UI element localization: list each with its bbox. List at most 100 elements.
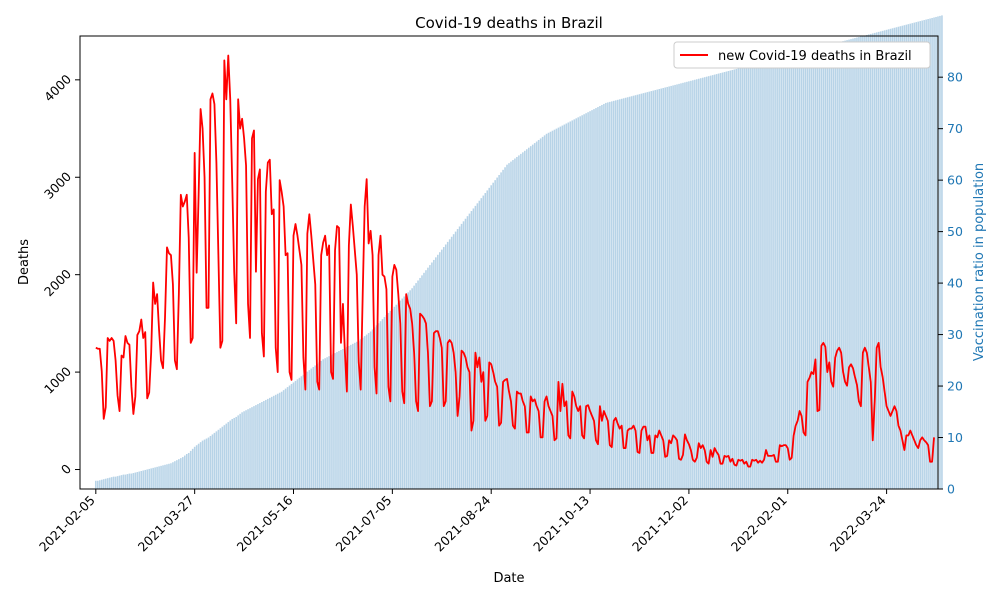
vaccination-bar <box>755 63 757 490</box>
vaccination-bar <box>844 40 846 489</box>
vaccination-bar <box>648 91 651 489</box>
vaccination-bar <box>102 479 105 489</box>
vaccination-bar <box>363 336 366 489</box>
vaccination-bar <box>140 470 143 489</box>
vaccination-bar <box>454 231 457 490</box>
vaccination-bar <box>290 383 293 489</box>
vaccination-bar <box>834 43 836 490</box>
vaccination-bar <box>512 160 514 489</box>
vaccination-bar <box>899 26 902 489</box>
vaccination-bar <box>881 30 884 489</box>
vaccination-bar <box>745 66 748 490</box>
vaccination-bar <box>840 41 842 489</box>
vaccination-bar <box>563 124 566 489</box>
vaccination-bar <box>775 58 777 490</box>
vaccination-bar <box>164 464 166 489</box>
vaccination-bar <box>591 110 593 489</box>
vaccination-bar <box>664 87 666 489</box>
vaccination-bar <box>759 62 761 490</box>
vaccination-bar <box>514 158 516 489</box>
vaccination-bar <box>709 75 712 489</box>
vaccination-bar <box>478 200 481 490</box>
vaccination-bar <box>476 203 479 490</box>
vaccination-bar <box>690 80 692 489</box>
vaccination-bar <box>269 397 271 489</box>
vaccination-bar <box>654 90 657 490</box>
vaccination-bar <box>814 48 817 489</box>
vaccination-bar <box>187 452 190 489</box>
vaccination-bar <box>197 443 200 489</box>
vaccination-bar <box>334 353 336 489</box>
vaccination-bar <box>201 440 204 489</box>
vaccination-bar <box>219 428 222 489</box>
vaccination-bar <box>413 285 415 489</box>
vaccination-bar <box>927 19 929 489</box>
vaccination-bar <box>911 23 914 489</box>
vaccination-bar <box>601 104 603 489</box>
vaccination-bar <box>395 304 398 489</box>
vaccination-bar <box>836 42 838 489</box>
vaccination-bar <box>114 476 117 489</box>
vaccination-bar <box>678 83 680 490</box>
vaccination-bar <box>284 388 287 489</box>
vaccination-bar <box>355 341 358 489</box>
vaccination-bar <box>555 128 558 489</box>
vaccination-bar <box>253 406 255 489</box>
vaccination-bar <box>549 131 552 489</box>
vaccination-bar <box>516 156 518 489</box>
vaccination-bar <box>310 368 313 489</box>
vaccination-bar <box>448 239 451 489</box>
plot-frame <box>79 35 939 490</box>
x-axis-label: Date <box>493 571 524 586</box>
vaccination-bar <box>300 376 303 489</box>
vaccination-bar <box>480 198 483 489</box>
vaccination-bar <box>850 39 852 490</box>
chart-title: Covid-19 deaths in Brazil <box>415 14 603 32</box>
vaccination-bar <box>559 126 562 489</box>
vaccination-bar <box>146 469 149 489</box>
vaccination-bar <box>211 434 214 489</box>
vaccination-bar <box>134 472 137 489</box>
vaccination-bar <box>822 46 825 490</box>
vaccination-bar <box>783 56 785 490</box>
vaccination-bar <box>282 390 285 489</box>
vaccination-bar <box>919 21 921 489</box>
vaccination-bar <box>223 425 226 489</box>
vaccination-bar <box>195 445 198 489</box>
vaccination-bar <box>607 102 609 489</box>
vaccination-bar <box>484 193 487 489</box>
vaccination-bar <box>939 15 941 489</box>
vaccination-bar <box>618 99 621 489</box>
vaccination-bar <box>666 86 668 490</box>
vaccination-bar <box>122 474 125 489</box>
vaccination-bar <box>547 132 550 489</box>
vaccination-bar <box>810 49 813 489</box>
legend-box <box>673 41 931 69</box>
vaccination-bar <box>773 59 775 489</box>
vaccination-bar <box>630 96 633 489</box>
vaccination-bar <box>883 30 886 490</box>
vaccination-bar <box>144 469 147 489</box>
vaccination-bar <box>925 19 927 490</box>
vaccination-bar <box>217 429 220 489</box>
vaccination-bar <box>106 478 109 489</box>
vaccination-bar <box>288 385 291 489</box>
vaccination-bar <box>249 408 251 489</box>
y2-tick-label: 30 <box>947 327 963 342</box>
vaccination-bar <box>267 398 269 489</box>
vaccination-bar <box>897 26 900 489</box>
vaccination-bar <box>877 31 880 489</box>
vaccination-bar <box>296 379 299 489</box>
vaccination-bar <box>622 98 625 489</box>
vaccination-bar <box>257 404 259 489</box>
vaccination-bar <box>674 84 676 490</box>
vaccination-bar <box>118 475 121 489</box>
vaccination-bar <box>369 331 372 489</box>
vaccination-bar <box>185 454 188 489</box>
vaccination-bar <box>529 146 532 489</box>
vaccination-bar <box>656 89 659 489</box>
vaccination-bar <box>751 64 753 489</box>
vaccination-bar <box>620 98 623 490</box>
vaccination-bar <box>213 432 216 489</box>
vaccination-bar <box>753 64 755 489</box>
